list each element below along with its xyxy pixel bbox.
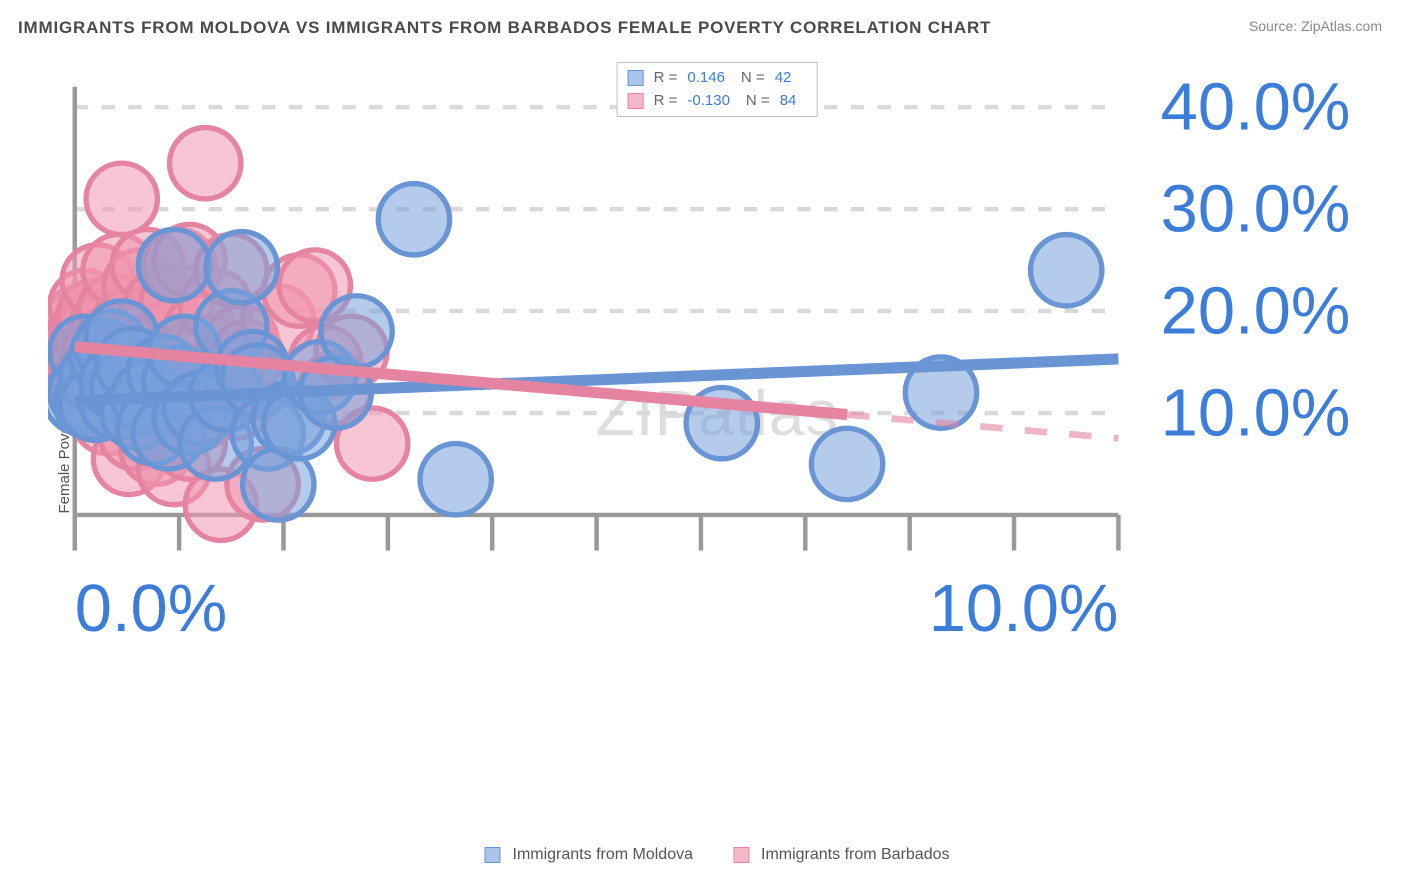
stats-row-barbados: R = -0.130 N = 84 bbox=[628, 90, 807, 113]
svg-text:30.0%: 30.0% bbox=[1161, 171, 1351, 246]
legend: Immigrants from Moldova Immigrants from … bbox=[484, 846, 949, 864]
svg-text:0.0%: 0.0% bbox=[75, 571, 227, 646]
chart-title: IMMIGRANTS FROM MOLDOVA VS IMMIGRANTS FR… bbox=[18, 18, 991, 38]
legend-swatch-barbados bbox=[733, 847, 749, 863]
legend-item-moldova: Immigrants from Moldova bbox=[484, 846, 693, 864]
n-label: N = bbox=[746, 90, 770, 113]
moldova-r-value: 0.146 bbox=[683, 67, 735, 90]
svg-text:20.0%: 20.0% bbox=[1161, 273, 1351, 348]
svg-text:40.0%: 40.0% bbox=[1161, 69, 1351, 144]
source-prefix: Source: bbox=[1249, 18, 1301, 34]
source-attribution: Source: ZipAtlas.com bbox=[1249, 18, 1382, 34]
barbados-r-value: -0.130 bbox=[683, 90, 740, 113]
r-label: R = bbox=[654, 67, 678, 90]
r-label: R = bbox=[654, 90, 678, 113]
svg-text:10.0%: 10.0% bbox=[1161, 375, 1351, 450]
scatter-plot: 10.0% 20.0% 30.0% 40.0% 0.0% 10.0% bbox=[48, 60, 1386, 729]
source-name: ZipAtlas.com bbox=[1301, 18, 1382, 34]
stats-row-moldova: R = 0.146 N = 42 bbox=[628, 67, 807, 90]
svg-text:10.0%: 10.0% bbox=[929, 571, 1119, 646]
n-label: N = bbox=[741, 67, 765, 90]
chart-area: Female Poverty ZIPatlas 10.0%20.0%30.0%4… bbox=[48, 60, 1386, 862]
legend-item-barbados: Immigrants from Barbados bbox=[733, 846, 950, 864]
moldova-n-value: 42 bbox=[771, 67, 802, 90]
swatch-moldova bbox=[628, 70, 644, 86]
legend-label-barbados: Immigrants from Barbados bbox=[761, 846, 950, 864]
barbados-n-value: 84 bbox=[776, 90, 807, 113]
swatch-barbados bbox=[628, 93, 644, 109]
legend-swatch-moldova bbox=[484, 847, 500, 863]
correlation-stats-box: R = 0.146 N = 42 R = -0.130 N = 84 bbox=[617, 62, 818, 117]
legend-label-moldova: Immigrants from Moldova bbox=[512, 846, 693, 864]
